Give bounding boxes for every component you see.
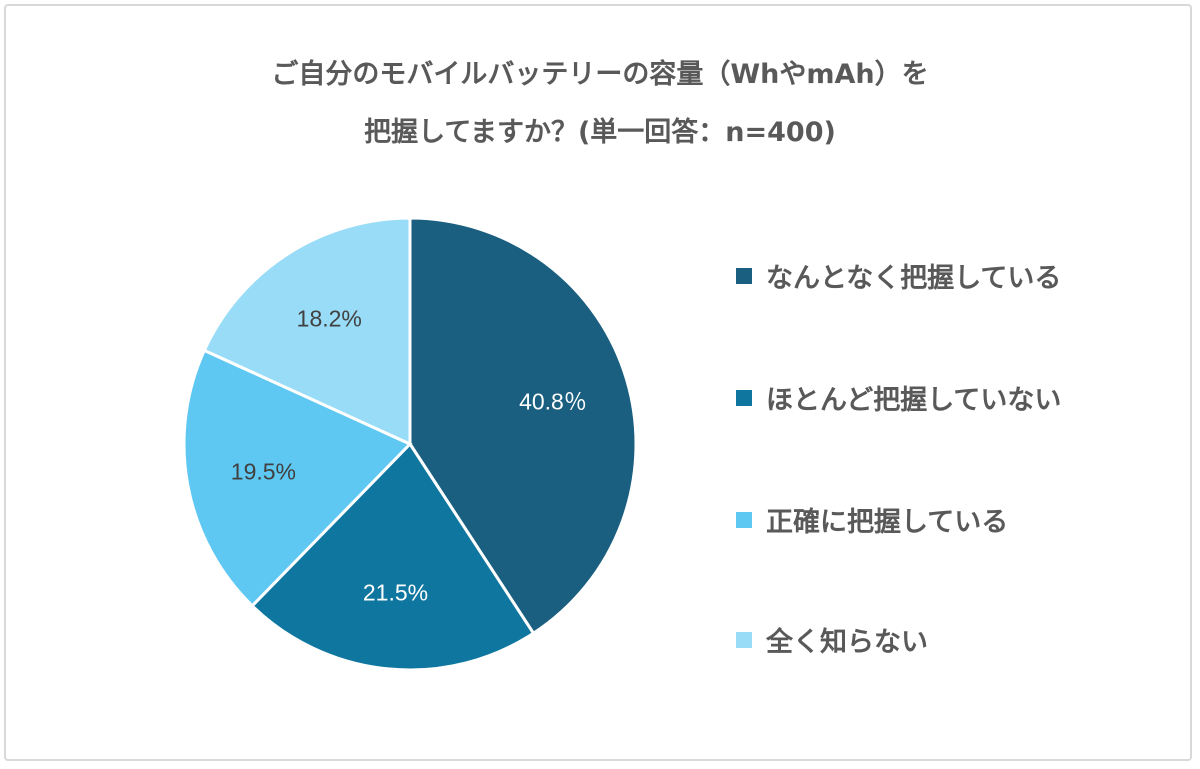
legend-item-0: なんとなく把握している	[736, 256, 1061, 295]
legend-item-2: 正確に把握している	[736, 500, 1008, 539]
chart-frame	[4, 4, 1192, 761]
legend-swatch	[736, 267, 752, 284]
legend-swatch	[736, 389, 752, 406]
legend-label: 正確に把握している	[766, 507, 1009, 538]
legend-swatch	[736, 631, 752, 648]
data-label-1: 21.5%	[363, 579, 428, 605]
data-label-2: 19.5%	[231, 458, 296, 484]
chart-title-line2: 把握してますか？(単一回答：n=400)	[364, 117, 836, 148]
legend-item-1: ほとんど把握していない	[736, 378, 1061, 417]
pie-slice-3	[202, 216, 412, 447]
legend-label: ほとんど把握していない	[766, 385, 1062, 416]
legend-item-3: 全く知らない	[736, 620, 928, 659]
chart-title-line1: ご自分のモバイルバッテリーの容量（WhやmAh）を	[271, 59, 929, 90]
data-label-3: 18.2%	[297, 306, 362, 332]
pie-slice-1	[250, 441, 536, 672]
pie-slice-2	[182, 348, 413, 608]
legend-label: 全く知らない	[766, 627, 928, 658]
legend-swatch	[736, 511, 752, 528]
data-label-0: 40.8％	[519, 388, 587, 414]
legend-label: なんとなく把握している	[766, 263, 1062, 294]
